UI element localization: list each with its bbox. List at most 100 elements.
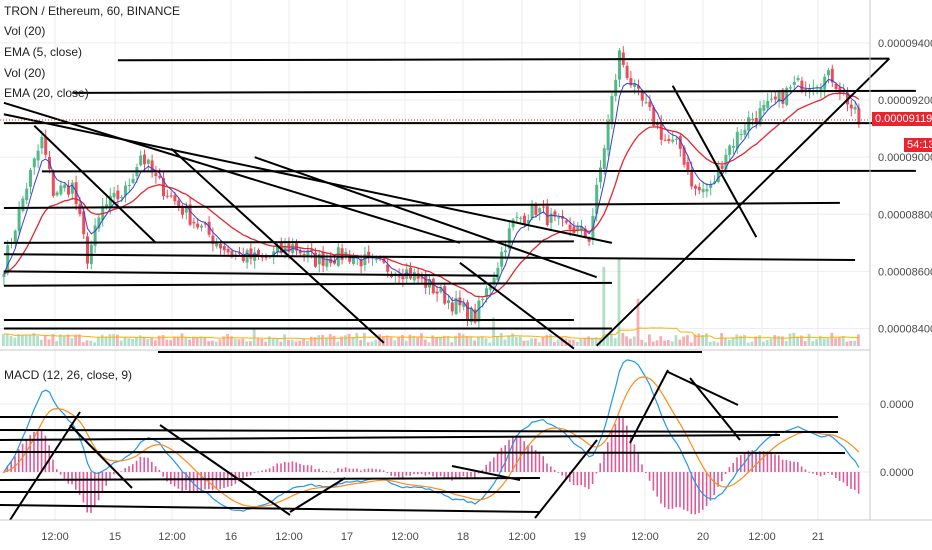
histogram-bar bbox=[394, 472, 396, 477]
histogram-bar bbox=[835, 472, 837, 478]
candle-body bbox=[78, 204, 82, 215]
volume-bar bbox=[169, 340, 172, 346]
histogram-bar bbox=[147, 457, 149, 472]
macd-trendline bbox=[689, 377, 741, 441]
symbol-title[interactable]: TRON / Ethereum, 60, BINANCE bbox=[4, 4, 181, 18]
candle-body bbox=[751, 118, 754, 120]
candle-body bbox=[378, 256, 382, 260]
time-tick-label: 12:00 bbox=[631, 531, 659, 543]
diagonal-trendline bbox=[33, 124, 157, 244]
volume-bar bbox=[157, 335, 161, 346]
volume-bar bbox=[150, 337, 153, 346]
histogram-bar bbox=[170, 472, 172, 484]
volume-bar bbox=[423, 339, 427, 346]
histogram-bar bbox=[2, 472, 5, 473]
candle-body bbox=[640, 91, 644, 101]
histogram-bar bbox=[59, 472, 62, 475]
candle-body bbox=[564, 220, 568, 223]
volume-bars bbox=[2, 258, 860, 346]
candle-body bbox=[762, 104, 766, 111]
histogram-bar bbox=[599, 463, 601, 472]
macd-tick-label: 0.0000 bbox=[880, 399, 914, 411]
volume-bar bbox=[43, 335, 47, 346]
macd-trendlines[interactable] bbox=[0, 369, 846, 521]
legend-macd[interactable]: MACD (12, 26, close, 9) bbox=[4, 368, 133, 382]
candle-body bbox=[697, 186, 701, 191]
volume-bar bbox=[279, 341, 283, 346]
histogram-bar bbox=[584, 472, 586, 488]
histogram-bar bbox=[485, 464, 487, 472]
candle-body bbox=[705, 189, 709, 192]
candle-body bbox=[359, 259, 363, 267]
candle-body bbox=[29, 169, 32, 187]
volume-bar bbox=[165, 339, 169, 346]
diagonal-trendline bbox=[3, 101, 461, 244]
histogram-bar bbox=[633, 444, 636, 472]
histogram-bar bbox=[398, 472, 400, 478]
candle-body bbox=[606, 120, 610, 150]
legend-vol-20-second[interactable]: Vol (20) bbox=[4, 66, 46, 80]
candle-body bbox=[276, 245, 279, 252]
volume-bar bbox=[492, 317, 495, 346]
volume-bar bbox=[290, 339, 294, 346]
volume-bar bbox=[480, 337, 484, 346]
histogram-bar bbox=[683, 472, 685, 510]
histogram-bar bbox=[603, 453, 605, 472]
histogram-bar bbox=[728, 467, 731, 472]
candle-body bbox=[165, 195, 169, 197]
candle-body bbox=[51, 170, 55, 196]
candle-body bbox=[196, 223, 200, 228]
volume-bar bbox=[446, 335, 450, 346]
candle-body bbox=[63, 184, 67, 188]
volume-bar bbox=[32, 333, 36, 346]
histogram-bar bbox=[751, 450, 753, 472]
volume-bar bbox=[765, 339, 769, 346]
volume-bar bbox=[287, 339, 290, 346]
volume-bar bbox=[340, 336, 343, 346]
macd-axis[interactable]: 0.0000 0.0000 bbox=[880, 399, 914, 479]
volume-bar bbox=[602, 266, 606, 346]
time-axis[interactable]: 12:00 15 12:00 16 12:00 17 12:00 18 12:00 19 12:00… bbox=[41, 531, 824, 543]
macd-trendline bbox=[0, 429, 839, 433]
histogram-bar bbox=[717, 472, 719, 487]
volume-bar bbox=[659, 336, 663, 346]
candle-body bbox=[504, 250, 507, 253]
drawn-trendlines[interactable] bbox=[3, 57, 916, 353]
volume-bar bbox=[127, 338, 131, 346]
histogram-bar bbox=[101, 472, 104, 493]
histogram-bar bbox=[219, 472, 221, 490]
volume-bar bbox=[537, 342, 541, 346]
candle-body bbox=[97, 217, 101, 229]
legend-ema-20[interactable]: EMA (20, close) bbox=[4, 86, 89, 100]
legend-ema-5[interactable]: EMA (5, close) bbox=[4, 45, 83, 59]
candle-body bbox=[728, 145, 732, 155]
volume-bar bbox=[154, 340, 157, 346]
volume-bar bbox=[655, 340, 659, 346]
volume-bar bbox=[123, 337, 127, 346]
candle-body bbox=[70, 182, 74, 194]
candle-body bbox=[67, 185, 70, 195]
volume-bar bbox=[853, 340, 856, 346]
histogram-bar bbox=[10, 461, 12, 472]
price-axis[interactable]: 0.00009400 0.00009200 0.00009000 0.00008800… bbox=[878, 38, 932, 336]
volume-bar bbox=[705, 333, 708, 346]
candle-body bbox=[690, 169, 694, 187]
volume-bar bbox=[484, 338, 488, 346]
histogram-bar bbox=[268, 468, 271, 472]
volume-bar bbox=[758, 335, 761, 346]
histogram-bar bbox=[280, 463, 282, 472]
candle-body bbox=[238, 252, 241, 254]
histogram-bar bbox=[284, 461, 286, 472]
candle-body bbox=[792, 81, 796, 85]
histogram-bar bbox=[6, 465, 9, 472]
histogram-bar bbox=[542, 456, 544, 472]
macd-tick-label: 0.0000 bbox=[880, 467, 914, 479]
volume-bar bbox=[720, 332, 723, 346]
candle-body bbox=[363, 254, 367, 266]
legend-vol-20[interactable]: Vol (20) bbox=[4, 24, 46, 38]
histogram-bar bbox=[702, 472, 704, 510]
diagonal-trendline bbox=[170, 147, 385, 344]
histogram-bar bbox=[154, 466, 157, 472]
volume-bar bbox=[55, 341, 58, 346]
